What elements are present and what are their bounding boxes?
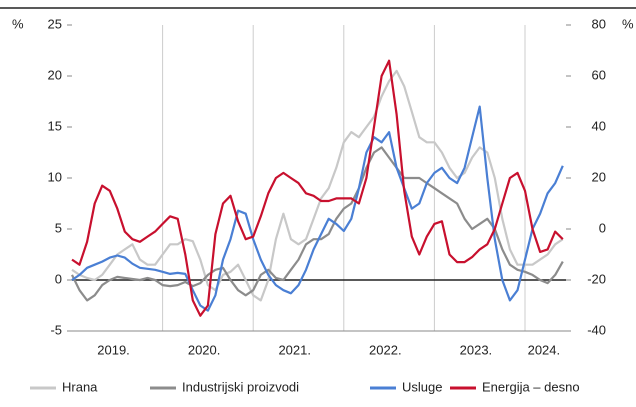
series-line — [71, 105, 564, 312]
x-tick-label: 2022. — [369, 342, 402, 357]
y-unit-label: % — [12, 16, 24, 31]
x-tick-label: 2021. — [278, 342, 311, 357]
series-line — [71, 146, 564, 302]
x-tick-label: 2024. — [528, 342, 561, 357]
y2-tick-label: 60 — [592, 67, 606, 82]
y-tick-label: 15 — [48, 118, 62, 133]
series-line — [71, 59, 564, 317]
y-tick-label: 5 — [55, 220, 62, 235]
legend-label: Hrana — [62, 379, 98, 394]
y2-tick-label: 20 — [592, 169, 606, 184]
y2-tick-label: 40 — [592, 118, 606, 133]
series-line — [71, 69, 564, 302]
x-tick-label: 2023. — [460, 342, 493, 357]
legend-label: Energija – desno — [482, 379, 580, 394]
legend-label: Industrijski proizvodi — [182, 379, 299, 394]
legend-label: Usluge — [402, 379, 442, 394]
y-tick-label: 10 — [48, 169, 62, 184]
y-tick-label: -5 — [50, 322, 62, 337]
y-tick-label: 25 — [48, 16, 62, 31]
y2-tick-label: -40 — [587, 322, 606, 337]
y2-tick-label: -20 — [587, 271, 606, 286]
x-tick-label: 2019. — [97, 342, 130, 357]
y2-unit-label: % — [622, 16, 634, 31]
y-tick-label: 20 — [48, 67, 62, 82]
x-tick-label: 2020. — [188, 342, 221, 357]
y2-tick-label: 80 — [592, 16, 606, 31]
y2-tick-label: 0 — [599, 220, 606, 235]
y-tick-label: 0 — [55, 271, 62, 286]
